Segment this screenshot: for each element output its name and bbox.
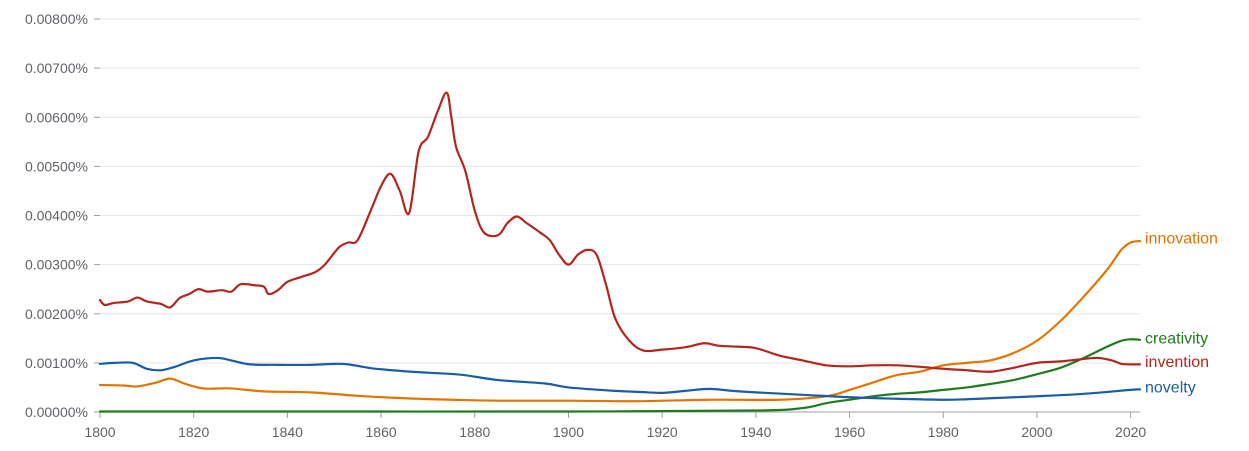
series-line-innovation	[98, 239, 1142, 403]
x-tick-label: 1820	[178, 424, 209, 440]
series-layer	[98, 91, 1142, 413]
series-label-innovation: innovation	[1145, 231, 1218, 248]
x-tick-label: 2000	[1021, 424, 1052, 440]
y-tick-label: 0.00400%	[25, 208, 88, 224]
series-line-creativity	[98, 338, 1142, 413]
y-tick-label: 0.00700%	[25, 60, 88, 76]
series-line-novelty	[98, 356, 1142, 401]
x-tick-label: 1800	[84, 424, 115, 440]
series-label-invention: invention	[1145, 354, 1209, 371]
y-tick-label: 0.00100%	[25, 355, 88, 371]
y-tick-label: 0.00000%	[25, 404, 88, 420]
axis-layer: 0.00000% 0.00100% 0.00200% 0.00300% 0.00400%…	[25, 11, 1146, 440]
y-tick-label: 0.00600%	[25, 109, 88, 125]
x-tick-label: 1940	[740, 424, 771, 440]
x-tick-label: 1860	[366, 424, 397, 440]
x-tick-label: 1920	[647, 424, 678, 440]
y-tick-label: 0.00300%	[25, 257, 88, 273]
label-layer: innovation creativity invention novelty	[1145, 231, 1218, 397]
x-tick-label: 1960	[834, 424, 865, 440]
series-label-novelty: novelty	[1145, 379, 1196, 396]
y-tick-label: 0.00800%	[25, 11, 88, 27]
y-tick-label: 0.00500%	[25, 158, 88, 174]
x-tick-label: 2020	[1115, 424, 1146, 440]
x-tick-label: 1900	[553, 424, 584, 440]
series-label-creativity: creativity	[1145, 330, 1208, 347]
grid-layer	[100, 18, 1140, 364]
x-tick-label: 1880	[459, 424, 490, 440]
series-line-invention	[98, 91, 1142, 373]
y-tick-label: 0.00200%	[25, 306, 88, 322]
x-tick-label: 1840	[272, 424, 303, 440]
x-tick-label: 1980	[928, 424, 959, 440]
